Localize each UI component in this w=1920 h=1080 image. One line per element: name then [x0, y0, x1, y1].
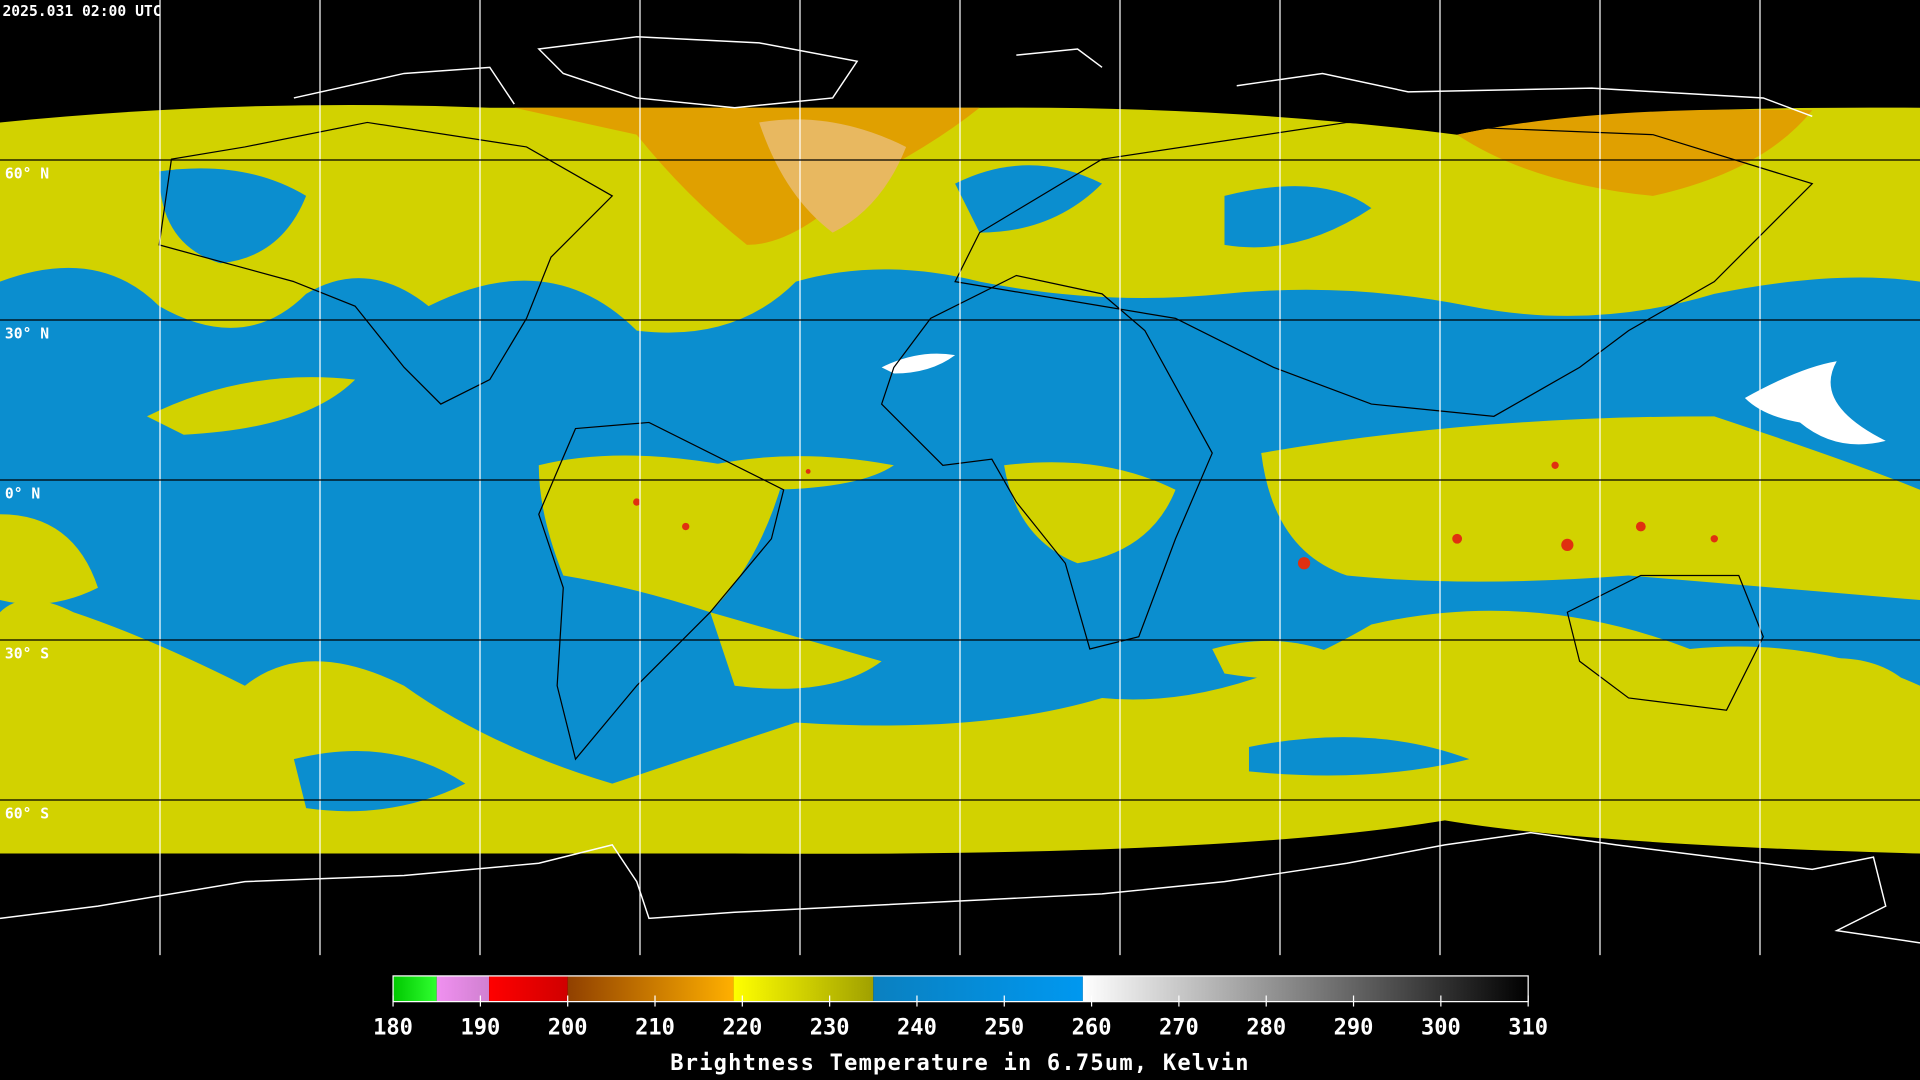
colorbar-tick-label: 280 — [1246, 1016, 1286, 1041]
colorbar-band — [436, 975, 490, 1002]
colorbar-tick-label: 190 — [460, 1016, 500, 1041]
latitude-label: 60° N — [5, 165, 49, 182]
colorbar-tick-label: 310 — [1508, 1016, 1548, 1041]
colorbar-tick-label: 210 — [635, 1016, 675, 1041]
dry-pocket — [1248, 737, 1470, 776]
colorbar-tick-label: 300 — [1421, 1016, 1461, 1041]
convection — [0, 514, 98, 605]
colorbar-tick-label: 230 — [810, 1016, 850, 1041]
dry-pocket — [1224, 186, 1372, 248]
convection — [1261, 416, 1920, 600]
convection — [710, 456, 894, 490]
convection — [146, 377, 356, 435]
colorbar-label: Brightness Temperature in 6.75um, Kelvin — [670, 1051, 1250, 1076]
colorbar-frame — [392, 975, 1529, 1003]
latitude-label: 60° S — [5, 805, 49, 822]
colorbar-tick-label: 180 — [373, 1016, 413, 1041]
dry-upper-air — [1457, 109, 1813, 196]
convection — [538, 455, 784, 613]
convection — [710, 612, 882, 689]
colorbar-band — [1082, 975, 1529, 1002]
colorbar-band — [393, 975, 437, 1002]
colorbar-tick-label: 240 — [897, 1016, 937, 1041]
colorbar: 180 190 200 210 220 230 240 250 260 270 280 290 300 3… — [373, 975, 1548, 1041]
colorbar-tick-label: 290 — [1334, 1016, 1374, 1041]
colorbar-tick-label: 270 — [1159, 1016, 1199, 1041]
convection — [1004, 462, 1176, 564]
latitude-label: 0° N — [5, 485, 40, 502]
colorbar-band — [873, 975, 1083, 1002]
very-dry-air — [1744, 361, 1886, 445]
polar-coastlines — [0, 35, 1920, 944]
colorbar-tick-label: 220 — [722, 1016, 762, 1041]
dry-pocket — [293, 751, 466, 812]
colorbar-tick-label: 250 — [984, 1016, 1024, 1041]
convection — [1212, 640, 1372, 680]
dry-pocket — [955, 165, 1103, 233]
colorbar-band — [567, 975, 734, 1002]
timestamp: 2025.031 02:00 UTC — [2, 3, 161, 20]
latitude-label: 30° S — [5, 645, 49, 662]
colorbar-band — [489, 975, 568, 1002]
cold-cloud-tops — [633, 461, 1718, 570]
dry-pocket — [159, 168, 307, 264]
colorbar-tick-label: 260 — [1072, 1016, 1112, 1041]
latitude-label: 30° N — [5, 325, 49, 342]
coastlines — [158, 121, 1814, 761]
very-dry-air — [881, 353, 956, 374]
convection — [1800, 658, 1911, 703]
dry-upper-air — [759, 119, 907, 233]
colorbar-tick-label: 200 — [548, 1016, 588, 1041]
colorbar-band — [733, 975, 874, 1002]
graticule: 60° N 30° N 0° N 30° S 60° S — [4, 0, 1761, 956]
